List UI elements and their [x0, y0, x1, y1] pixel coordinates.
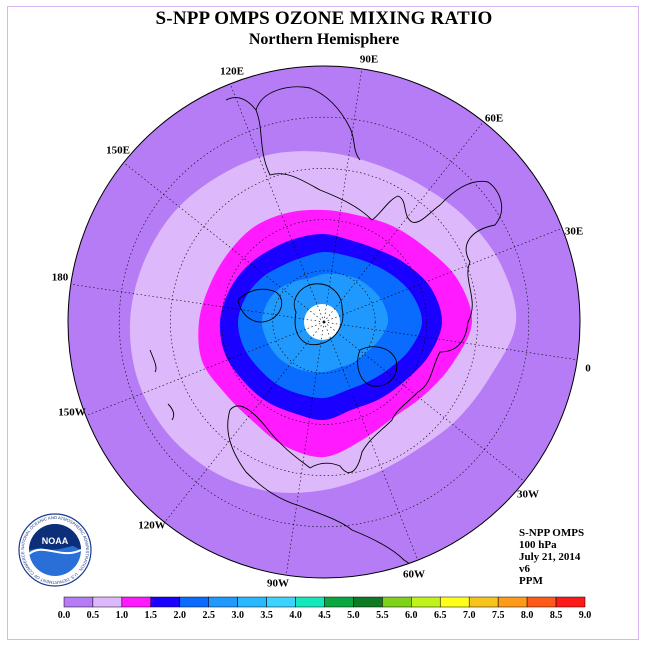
lon-label-0: 90E [360, 54, 378, 66]
colorbar-tick-17: 8.5 [550, 610, 563, 621]
coastline-3 [309, 321, 469, 473]
map-subtitle: Northern Hemisphere [248, 31, 400, 48]
colorbar-swatch-9 [324, 596, 354, 608]
colorbar-tick-16: 8.0 [521, 610, 534, 621]
info-product: S-NPP OMPS [519, 527, 585, 539]
colorbar-tick-2: 1.0 [116, 610, 129, 621]
logo-top [29, 524, 81, 550]
coastline-8 [357, 346, 398, 387]
colorbar-swatch-5 [208, 596, 238, 608]
colorbar-tick-0: 0.0 [58, 610, 71, 621]
lon-label-6: 90W [267, 578, 289, 590]
colorbar-swatch-14 [468, 596, 499, 608]
lon-label-2: 30E [565, 226, 583, 238]
colorbar-tick-13: 6.5 [434, 610, 447, 621]
coastline-4 [227, 405, 353, 531]
lon-label-3: 0 [585, 363, 591, 375]
coastline-1 [225, 97, 373, 221]
map-boundary [67, 65, 581, 579]
colorbar-swatch-3 [150, 596, 180, 608]
colorbar-swatch-11 [382, 596, 412, 608]
colorbar: 0.0 0.5 1.0 1.5 2.0 2.5 3.0 3.5 4.0 4.5 5.0 5.5 6.0 6… [58, 596, 592, 621]
colorbar-swatch-8 [295, 596, 325, 608]
lon-label-8: 150W [58, 407, 86, 419]
coastline-6 [293, 283, 344, 346]
lon-label-9: 180 [52, 272, 69, 284]
product-info: S-NPP OMPS 100 hPa July 21, 2014 v6 PPM [519, 527, 584, 587]
colorbar-tick-18: 9.0 [579, 610, 592, 621]
colorbar-swatch-16 [526, 596, 557, 608]
colorbar-tick-5: 2.5 [202, 610, 215, 621]
colorbar-tick-8: 4.0 [289, 610, 302, 621]
logo-wave [28, 548, 82, 555]
colorbar-tick-6: 3.0 [231, 610, 244, 621]
map-title: S-NPP OMPS OZONE MIXING RATIO [155, 8, 493, 29]
colorbar-swatch-13 [440, 596, 470, 608]
colorbar-swatch-4 [179, 596, 209, 608]
figure-frame [7, 6, 639, 640]
graticule [70, 68, 578, 576]
colorbar-swatch-12 [411, 596, 441, 608]
colorbar-tick-15: 7.5 [492, 610, 505, 621]
lon-label-4: 30W [517, 489, 539, 501]
info-level: 100 hPa [519, 539, 557, 551]
colorbar-tick-11: 5.5 [376, 610, 389, 621]
colorbar-tick-7: 3.5 [260, 610, 273, 621]
info-date: July 21, 2014 [519, 551, 581, 563]
coastline-2 [255, 86, 361, 161]
lon-label-11: 120E [220, 66, 244, 78]
colorbar-swatch-15 [497, 596, 528, 608]
colorbar-swatch-10 [353, 596, 383, 608]
info-units: PPM [519, 575, 543, 587]
colorbar-swatch-0 [63, 596, 94, 608]
polar-no-data [304, 304, 340, 340]
lon-label-7: 120W [138, 520, 166, 532]
colorbar-tick-9: 4.5 [318, 610, 331, 621]
coastline-0 [371, 180, 503, 323]
coastlines [149, 86, 503, 578]
colorbar-tick-4: 2.0 [174, 610, 187, 621]
coastline-9 [149, 349, 157, 373]
lon-label-10: 150E [106, 145, 130, 157]
coastline-7 [237, 288, 283, 323]
colorbar-tick-14: 7.0 [463, 610, 476, 621]
logo-text: NOAA [42, 536, 69, 546]
colorbar-tick-12: 6.0 [405, 610, 418, 621]
coastline-10 [167, 403, 175, 421]
colorbar-tick-1: 0.5 [87, 610, 100, 621]
info-version: v6 [519, 563, 530, 575]
lon-label-1: 60E [485, 113, 503, 125]
lon-label-5: 60W [403, 569, 425, 581]
colorbar-swatch-2 [121, 596, 152, 608]
colorbar-swatch-6 [237, 596, 267, 608]
colorbar-tick-10: 5.0 [347, 610, 360, 621]
colorbar-tick-3: 1.5 [145, 610, 158, 621]
colorbar-swatch-1 [92, 596, 123, 608]
colorbar-swatch-7 [266, 596, 296, 608]
longitude-labels: 90E 60E 30E 0 30W 60W 90W 120W 150W 180 150E 120E [52, 54, 592, 590]
colorbar-swatch-17 [555, 596, 586, 608]
ozone-field [68, 66, 580, 578]
